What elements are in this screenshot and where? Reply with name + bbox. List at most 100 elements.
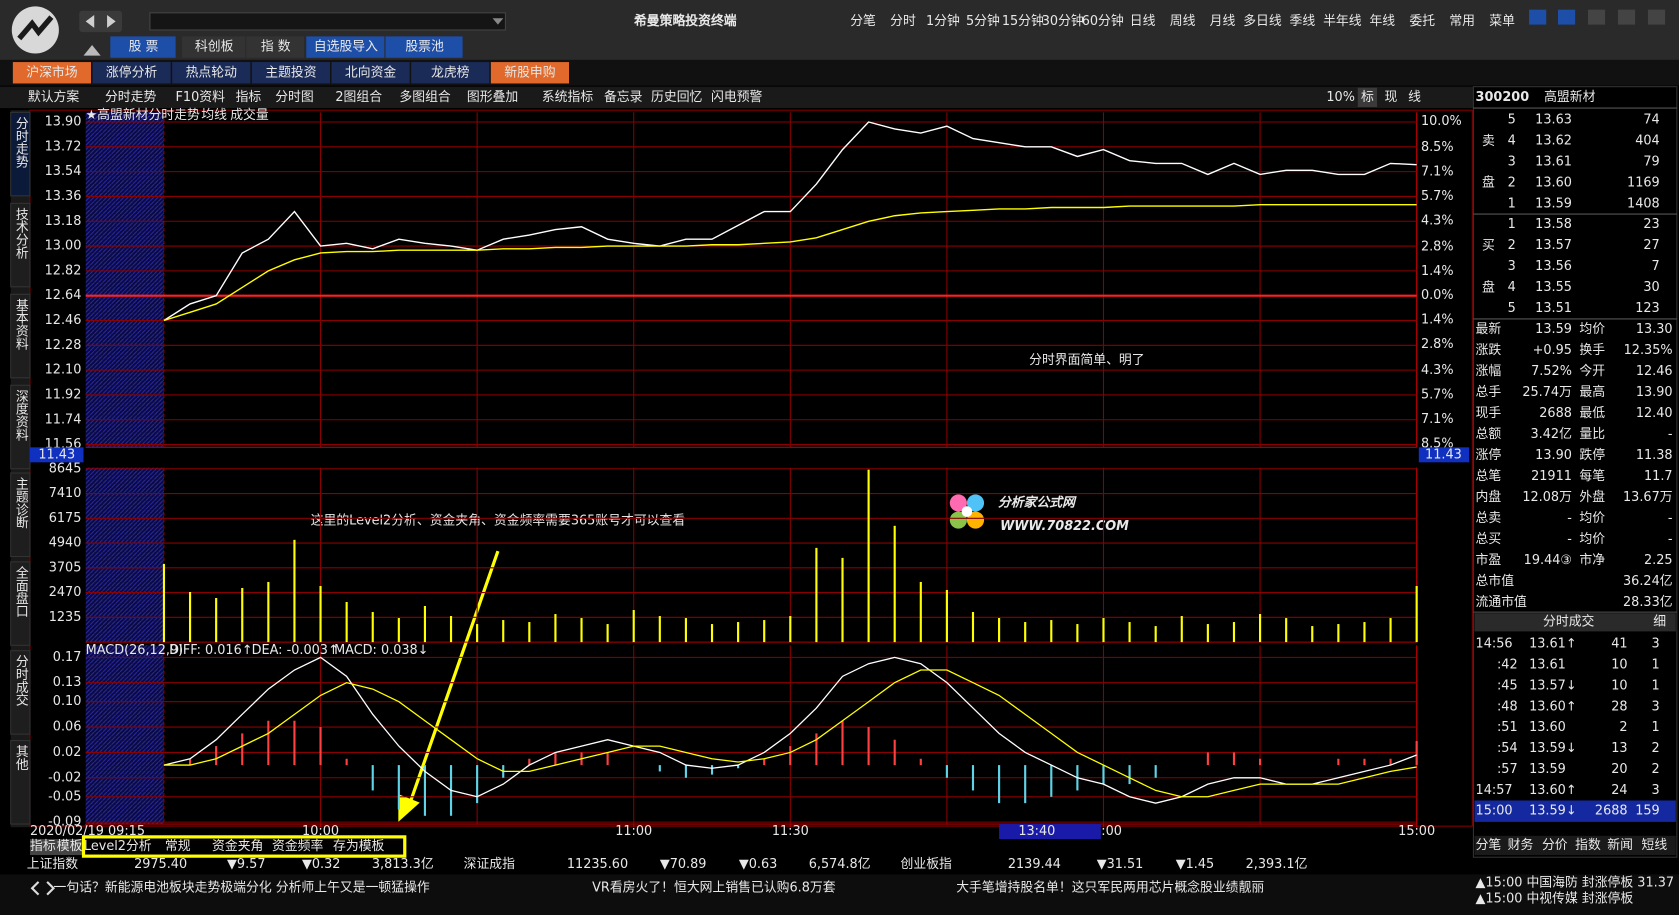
tab-label[interactable]: 股 票: [129, 40, 159, 55]
tab[interactable]: [246, 36, 305, 58]
tab[interactable]: [12, 62, 92, 84]
side-tab[interactable]: [10, 293, 31, 379]
news-item[interactable]: 大手笔增持股名单！这只军民两用芯片概念股业绩靓丽: [956, 880, 1264, 896]
menu-item[interactable]: 分时: [890, 14, 916, 29]
toolbar-button[interactable]: 系统指标: [542, 90, 593, 105]
bottom-tab[interactable]: 常规: [165, 839, 191, 854]
toolbar-button[interactable]: 10%: [1326, 90, 1355, 105]
tab-label[interactable]: 龙虎榜: [431, 64, 470, 80]
toolbar-button[interactable]: 线: [1408, 90, 1421, 105]
quote-tab[interactable]: 分笔: [1476, 837, 1502, 853]
side-tab-label[interactable]: 技术分析: [13, 208, 28, 260]
ticker-arrows[interactable]: [30, 881, 56, 896]
bottom-tab[interactable]: 存为模板: [333, 839, 384, 854]
trades-detail[interactable]: 细: [1653, 614, 1666, 629]
tab-label[interactable]: 沪深市场: [26, 64, 77, 80]
toolbar-button[interactable]: 指标: [236, 90, 262, 105]
tab[interactable]: [110, 36, 176, 58]
menu-item[interactable]: 30分钟: [1042, 13, 1084, 29]
tab[interactable]: [385, 36, 463, 58]
bottom-tab[interactable]: Level2分析: [84, 839, 152, 854]
index-name[interactable]: 深证成指: [464, 857, 515, 872]
menu-item[interactable]: 分笔: [850, 13, 876, 29]
menu-item[interactable]: 常用: [1449, 14, 1475, 29]
side-tab[interactable]: [10, 202, 31, 288]
menu-item[interactable]: 半年线: [1323, 14, 1362, 29]
side-tab-label[interactable]: 分时走势: [13, 117, 28, 170]
toolbar-button[interactable]: 历史回忆: [651, 89, 702, 105]
bottom-tab[interactable]: 资金夹角: [212, 838, 263, 854]
toolbar-button[interactable]: 分时图: [275, 90, 313, 105]
toolbar-button[interactable]: 分时走势: [105, 89, 156, 105]
index-name[interactable]: 创业板指: [901, 857, 952, 872]
toolbar-button[interactable]: 备忘录: [604, 90, 643, 105]
side-tab[interactable]: [10, 111, 31, 197]
quote-tab[interactable]: 新闻: [1607, 837, 1633, 853]
side-tab[interactable]: [10, 561, 31, 646]
side-tab[interactable]: [10, 472, 31, 558]
toolbar-button[interactable]: 闪电预警: [711, 89, 762, 105]
tab[interactable]: [92, 62, 171, 84]
tab[interactable]: [172, 62, 251, 84]
toolbar-button[interactable]: 现: [1385, 90, 1398, 105]
tab-label[interactable]: 涨停分析: [106, 64, 157, 80]
side-tab-label[interactable]: 分时成交: [13, 655, 28, 707]
window-button[interactable]: [1558, 9, 1576, 25]
toolbar-button[interactable]: 默认方案: [28, 89, 79, 105]
quote-tab[interactable]: 短线: [1642, 838, 1668, 853]
tab[interactable]: [331, 62, 410, 84]
menu-item[interactable]: 60分钟: [1082, 13, 1124, 29]
bottom-tab[interactable]: 模板: [57, 839, 83, 854]
menu-item[interactable]: 季线: [1290, 14, 1316, 29]
quote-tab[interactable]: 财务: [1508, 837, 1534, 853]
toolbar-button[interactable]: 2图组合: [335, 90, 382, 105]
news-item[interactable]: 一句话？新能源电池板块走势极端分化 分析师上午又是一顿猛操作: [54, 880, 430, 896]
bottom-tab[interactable]: 资金频率: [272, 838, 323, 854]
bottom-tab[interactable]: 指标: [30, 839, 56, 854]
menu-item[interactable]: 周线: [1170, 14, 1196, 29]
side-tab[interactable]: [10, 384, 31, 470]
tab-label[interactable]: 北向资金: [345, 64, 396, 80]
tab[interactable]: [251, 62, 331, 84]
side-tab-label[interactable]: 主题诊断: [13, 477, 28, 530]
tab[interactable]: [182, 36, 246, 58]
tab-label[interactable]: 自选股导入: [314, 40, 378, 55]
toolbar-button[interactable]: 多图组合: [399, 90, 450, 105]
tab-label[interactable]: 主题投资: [265, 64, 316, 80]
quote-tab[interactable]: 指数: [1575, 838, 1601, 853]
menu-item[interactable]: 5分钟: [966, 13, 1000, 29]
side-tab-label[interactable]: 深度资料: [13, 390, 28, 442]
menu-item[interactable]: 月线: [1210, 14, 1236, 29]
menu-item[interactable]: 多日线: [1243, 14, 1282, 29]
nav-buttons[interactable]: [79, 10, 123, 33]
toolbar-button[interactable]: 标: [1361, 90, 1374, 105]
tab-label[interactable]: 股票池: [405, 40, 444, 55]
side-tab[interactable]: [10, 650, 31, 735]
quote-tab[interactable]: 分价: [1542, 838, 1568, 853]
menu-item[interactable]: 1分钟: [926, 13, 960, 29]
window-button[interactable]: [1617, 9, 1636, 25]
tab-label[interactable]: 科创板: [195, 40, 234, 55]
menu-item[interactable]: 15分钟: [1002, 13, 1044, 29]
tab-label[interactable]: 热点轮动: [186, 65, 237, 80]
side-tab-label[interactable]: 全面盘口: [13, 565, 28, 618]
window-button[interactable]: [1647, 9, 1666, 25]
side-tab[interactable]: [10, 740, 31, 825]
window-button[interactable]: [1587, 9, 1606, 25]
home-icon[interactable]: [83, 44, 101, 56]
menu-item[interactable]: 年线: [1369, 14, 1395, 29]
menu-item[interactable]: 日线: [1130, 14, 1156, 29]
news-item[interactable]: VR看房火了！恒大网上销售已认购6.8万套: [592, 880, 836, 896]
toolbar-button[interactable]: F10资料: [176, 90, 226, 105]
toolbar-button[interactable]: 图形叠加: [467, 90, 518, 105]
index-name[interactable]: 上证指数: [27, 857, 78, 872]
menu-item[interactable]: 委托: [1409, 14, 1435, 29]
window-button[interactable]: [1529, 9, 1547, 25]
tab[interactable]: [411, 62, 490, 84]
side-tab-label[interactable]: 基本资料: [13, 299, 28, 351]
menu-item[interactable]: 菜单: [1489, 14, 1515, 29]
tab[interactable]: [490, 62, 570, 84]
tab[interactable]: [306, 36, 385, 58]
tab-label[interactable]: 指 数: [261, 40, 291, 55]
tab-label[interactable]: 新股申购: [504, 64, 555, 80]
